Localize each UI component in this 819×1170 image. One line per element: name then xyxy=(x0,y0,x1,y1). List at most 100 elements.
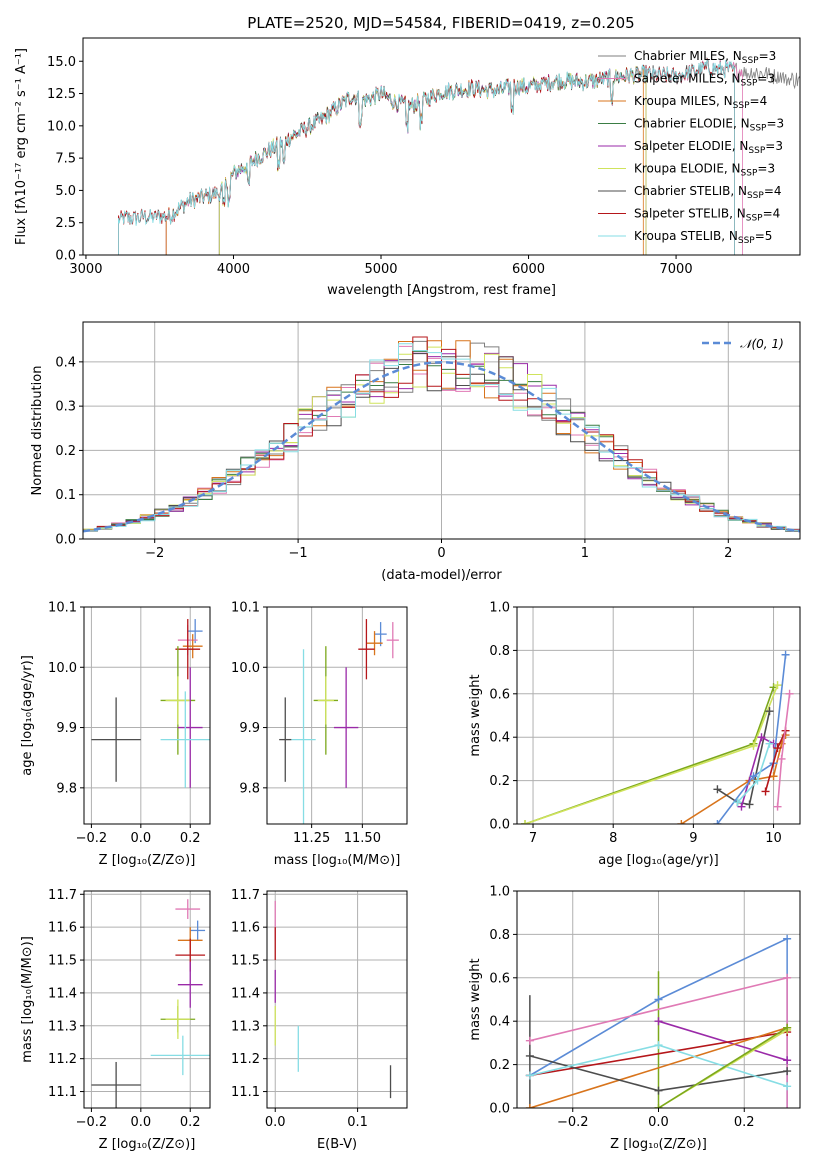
y-axis-label: mass weight xyxy=(468,958,483,1040)
axes-frame xyxy=(82,37,801,256)
y-tick-label: 9.8 xyxy=(239,781,260,796)
y-tick-label: 2.5 xyxy=(55,216,76,231)
y-tick-label: 0.0 xyxy=(55,249,76,264)
legend-entry: Salpeter STELIB, NSSP=4 xyxy=(634,207,780,224)
x-tick-label: 0.2 xyxy=(180,831,201,846)
error-bar-point xyxy=(175,619,201,680)
weight-line xyxy=(680,734,787,824)
y-tick-label: 10.1 xyxy=(231,601,260,616)
y-tick-label: 0.2 xyxy=(489,1058,510,1073)
x-axis-label: Z [log₁₀(Z/Z⊙)] xyxy=(610,1137,707,1152)
y-tick-label: 0.1 xyxy=(55,488,76,503)
x-tick-label: 0.0 xyxy=(130,831,151,846)
weight-marker xyxy=(654,1041,663,1050)
weight-marker xyxy=(783,1023,792,1032)
x-tick-label: 0.0 xyxy=(648,1115,669,1130)
spectrum-line xyxy=(118,58,735,255)
weight_vs_age-panel: 7 8 9 10 0.0 0.2 0.4 0.6 0.8 1.0 age [log₁₀(age/yr… xyxy=(468,601,801,868)
x-tick-label: 0.2 xyxy=(180,1115,201,1130)
y-tick-label: 11.5 xyxy=(48,954,77,969)
y-tick-label: 11.7 xyxy=(231,888,260,903)
weight-marker xyxy=(713,820,722,824)
y-tick-label: 0.6 xyxy=(489,971,510,986)
y-tick-label: 11.6 xyxy=(231,921,260,936)
y-tick-label: 11.1 xyxy=(48,1085,77,1100)
y-tick-label: 0.0 xyxy=(489,818,510,833)
error-bar-point xyxy=(182,634,203,659)
y-tick-label: 0.8 xyxy=(489,928,510,943)
y-axis-label: Flux [fλ10⁻¹⁷ erg cm⁻² s⁻¹ A⁻¹] xyxy=(14,48,29,245)
x-tick-label: 0.1 xyxy=(347,1115,368,1130)
weight_vs_Z-panel: −0.2 0.0 0.2 0.0 0.2 0.4 0.6 0.8 1.0 Z [log₁₀(Z/Z… xyxy=(468,885,801,1152)
y-tick-label: 7.5 xyxy=(55,152,76,167)
weight-marker xyxy=(773,802,782,811)
histogram-step xyxy=(83,336,800,531)
y-tick-label: 11.2 xyxy=(231,1052,260,1067)
x-tick-label: 8 xyxy=(609,831,617,846)
weight-marker xyxy=(749,772,758,781)
error-bar-point xyxy=(291,649,316,824)
y-tick-label: 0.4 xyxy=(489,731,510,746)
weight-marker xyxy=(783,973,792,982)
weight-line xyxy=(529,977,788,1042)
y-tick-label: 10.0 xyxy=(48,661,77,676)
x-tick-label: 7000 xyxy=(660,262,693,277)
weight-line xyxy=(524,687,775,824)
y-tick-label: 10.1 xyxy=(48,601,77,616)
weight-marker xyxy=(783,1067,792,1076)
weight-marker xyxy=(521,820,530,824)
y-tick-label: 1.0 xyxy=(489,601,510,616)
weight-marker xyxy=(677,820,686,824)
x-tick-label: 2 xyxy=(724,546,732,561)
weight-marker xyxy=(654,995,663,1004)
age_vs_Z-panel: −0.2 0.0 0.2 9.8 9.9 10.0 10.1 Z [log₁₀(Z/Z⊙)] a… xyxy=(20,601,211,868)
weight-marker xyxy=(773,744,782,753)
y-tick-label: 11.6 xyxy=(48,921,77,936)
legend-entry: Kroupa STELIB, NSSP=5 xyxy=(634,229,772,246)
axes-frame xyxy=(83,890,211,1109)
weight-marker xyxy=(733,798,742,807)
legend-entry: Salpeter MILES, NSSP=3 xyxy=(634,72,775,89)
y-tick-label: 11.2 xyxy=(48,1052,77,1067)
y-axis-label: mass weight xyxy=(468,674,483,756)
legend-entry: Kroupa MILES, NSSP=4 xyxy=(634,94,767,111)
legend-entry: Chabrier ELODIE, NSSP=3 xyxy=(634,117,784,134)
spectrum-legend: Chabrier MILES, NSSP=3 Salpeter MILES, NS… xyxy=(598,49,784,246)
x-axis-label: wavelength [Angstrom, rest frame] xyxy=(327,283,556,298)
y-tick-label: 0.4 xyxy=(55,355,76,370)
y-tick-label: 10.0 xyxy=(231,661,260,676)
x-tick-label: 6000 xyxy=(512,262,545,277)
weight-marker xyxy=(773,681,782,690)
weight-marker xyxy=(713,785,722,794)
y-tick-label: 15.0 xyxy=(47,55,76,70)
weight-marker xyxy=(761,787,770,796)
x-tick-label: 5000 xyxy=(364,262,397,277)
error-bar-point xyxy=(358,619,375,680)
y-axis-label: age [log₁₀(age/yr)] xyxy=(20,655,35,776)
legend-entry: Kroupa ELODIE, NSSP=3 xyxy=(634,162,775,179)
axes-frame xyxy=(516,606,801,825)
legend-entry: Salpeter ELODIE, NSSP=3 xyxy=(634,139,783,156)
legend-entry: 𝒩(0, 1) xyxy=(740,337,784,351)
y-tick-label: 11.4 xyxy=(231,986,260,1001)
weight-marker xyxy=(783,934,792,943)
x-tick-label: −2 xyxy=(145,546,164,561)
y-tick-label: 9.9 xyxy=(239,721,260,736)
axes-frame xyxy=(266,890,408,1109)
x-tick-label: 0.2 xyxy=(734,1115,755,1130)
residuals-panel: −2 −1 0 1 2 0.0 0.1 0.2 0.3 0.4 (data-model)/error… xyxy=(30,321,801,583)
error-bar-point xyxy=(190,920,206,941)
y-tick-label: 11.1 xyxy=(231,1085,260,1100)
weight-marker xyxy=(753,776,762,785)
y-tick-label: 0.8 xyxy=(489,644,510,659)
weight-marker xyxy=(745,800,754,809)
spectrum-line xyxy=(118,59,735,255)
x-tick-label: 7 xyxy=(529,831,537,846)
axes-frame xyxy=(516,890,801,1109)
weight-marker xyxy=(525,1036,534,1045)
weight-marker xyxy=(765,707,774,716)
spectrum-line xyxy=(165,59,743,255)
error-bar-point xyxy=(279,697,292,782)
x-axis-label: age [log₁₀(age/yr)] xyxy=(598,853,719,868)
weight-marker xyxy=(737,802,746,811)
